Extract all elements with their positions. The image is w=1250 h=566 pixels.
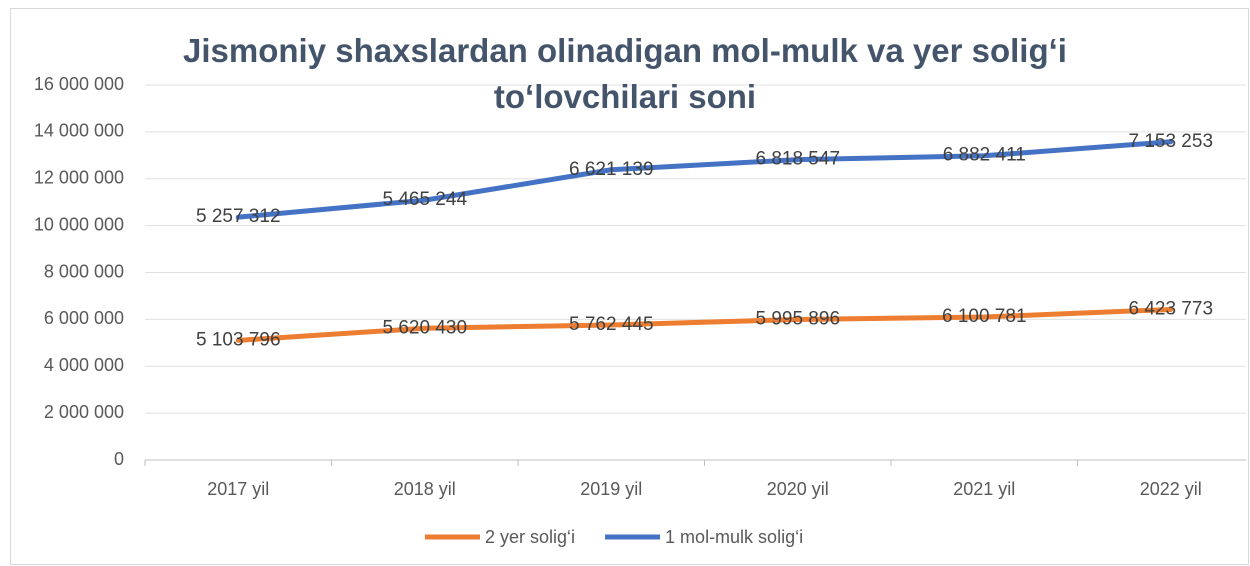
x-tick-label: 2021 yil (953, 479, 1015, 499)
data-label: 5 465 244 (382, 189, 467, 210)
x-tick-label: 2019 yil (580, 479, 642, 499)
data-label: 7 153 253 (1128, 131, 1213, 152)
data-label: 5 103 796 (196, 329, 281, 350)
data-label: 6 621 139 (569, 159, 654, 180)
x-tick-label: 2018 yil (394, 479, 456, 499)
data-label: 6 818 547 (755, 149, 840, 170)
data-label: 5 762 445 (569, 314, 654, 335)
data-label: 5 620 430 (382, 317, 467, 338)
y-tick-label: 10 000 000 (34, 214, 124, 234)
y-tick-label: 4 000 000 (44, 355, 124, 375)
y-tick-label: 12 000 000 (34, 168, 124, 188)
y-tick-label: 14 000 000 (34, 121, 124, 141)
legend-label: 1 mol-mulk solig‘i (665, 527, 803, 547)
x-tick-label: 2022 yil (1140, 479, 1202, 499)
series-line (235, 306, 1174, 343)
data-label: 5 995 896 (755, 308, 840, 329)
chart-frame (10, 8, 1249, 565)
data-label: 6 882 411 (943, 145, 1026, 166)
data-label: 6 100 781 (942, 306, 1027, 327)
y-tick-label: 2 000 000 (44, 402, 124, 422)
x-tick-label: 2017 yil (207, 479, 269, 499)
y-tick-label: 0 (114, 449, 124, 469)
y-tick-label: 6 000 000 (44, 308, 124, 328)
legend-label: 2 yer solig‘i (485, 527, 575, 547)
x-tick-label: 2020 yil (767, 479, 829, 499)
y-tick-label: 8 000 000 (44, 261, 124, 281)
data-label: 5 257 312 (196, 206, 281, 227)
y-tick-label: 16 000 000 (34, 74, 124, 94)
data-label: 6 423 773 (1128, 298, 1213, 319)
chart-title: Jismoniy shaxslardan olinadigan mol-mulk… (183, 32, 1067, 115)
series-line (235, 139, 1174, 220)
